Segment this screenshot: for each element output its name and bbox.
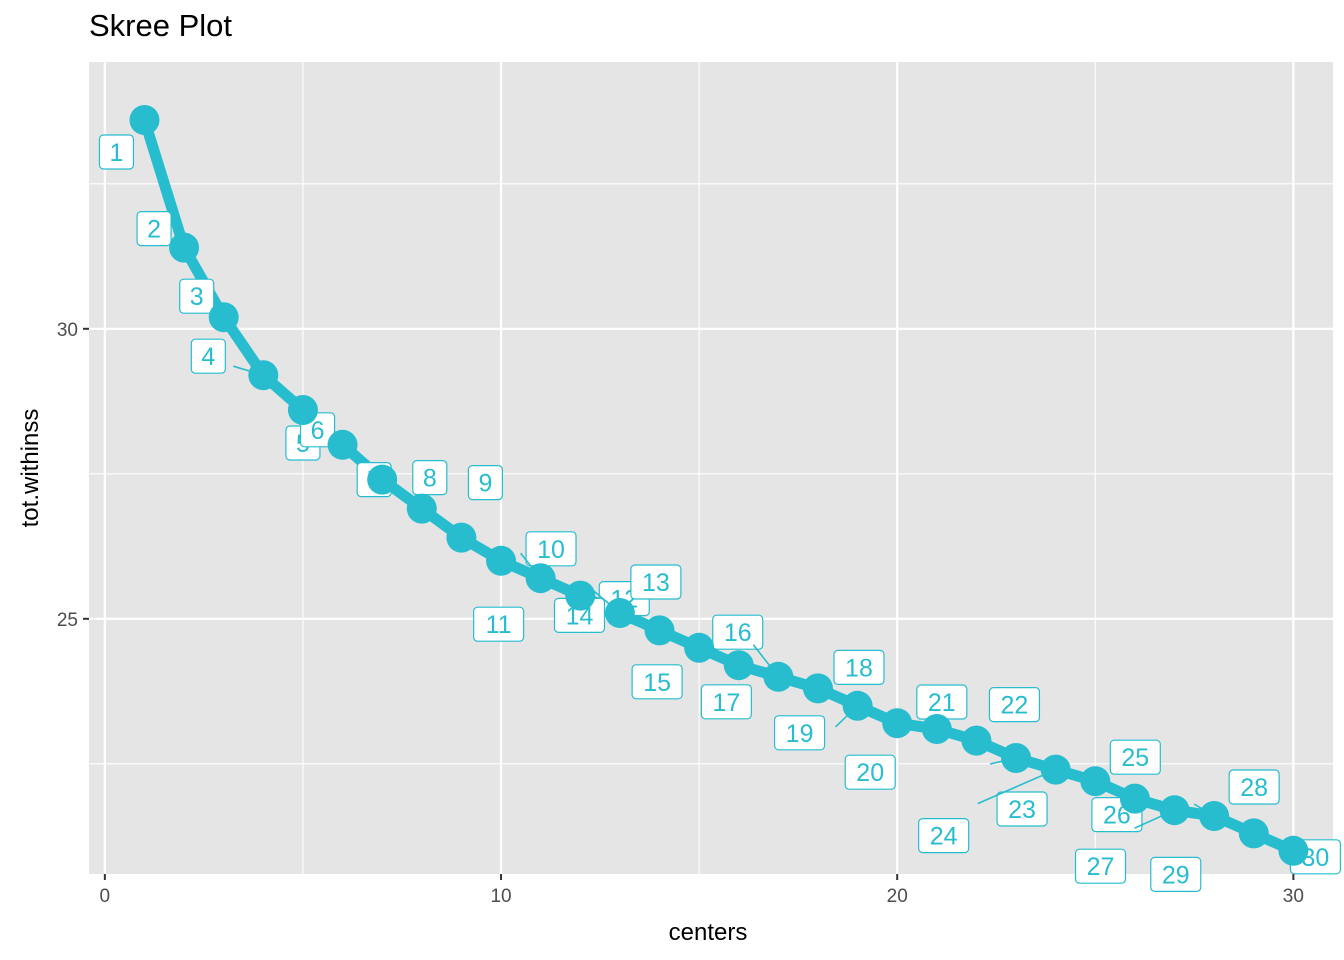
data-point — [208, 302, 239, 333]
point-label-box — [98, 134, 135, 170]
point-label: 27 — [1087, 853, 1115, 881]
point-label: 11 — [486, 611, 512, 639]
point-label: 20 — [856, 759, 884, 787]
point-label: 16 — [724, 619, 752, 647]
data-point — [684, 632, 715, 663]
point-label-box — [136, 211, 172, 247]
data-point — [169, 232, 200, 263]
point-label-box — [1228, 769, 1280, 805]
plot-panel — [89, 62, 1333, 874]
data-point — [565, 580, 596, 611]
data-point — [842, 690, 873, 721]
data-point — [961, 725, 992, 756]
point-label: 29 — [1162, 861, 1190, 889]
point-label-box — [918, 817, 970, 854]
point-label-box — [525, 531, 577, 567]
point-label-box — [773, 715, 826, 751]
data-point — [1159, 795, 1190, 826]
point-label: 19 — [786, 720, 814, 748]
point-label: 25 — [1121, 744, 1149, 772]
point-label: 2 — [147, 216, 161, 244]
point-label-box — [179, 278, 215, 314]
point-label-box — [996, 791, 1048, 827]
y-tick-label: 30 — [57, 320, 78, 341]
point-label-box — [1150, 856, 1202, 893]
point-label-box — [473, 606, 525, 642]
point-label: 3 — [190, 283, 204, 311]
point-label-box — [412, 460, 448, 496]
point-label: 28 — [1240, 774, 1268, 802]
data-point — [882, 708, 913, 739]
point-label: 21 — [928, 689, 956, 717]
point-label: 24 — [930, 823, 958, 851]
data-point — [723, 650, 754, 681]
point-label-box — [988, 686, 1041, 723]
data-point — [644, 615, 675, 646]
data-point — [1278, 835, 1309, 866]
data-point — [327, 429, 358, 460]
data-point — [763, 661, 794, 692]
point-label-box — [712, 614, 764, 650]
point-label-box — [844, 754, 896, 790]
x-axis-label: centers — [669, 919, 748, 946]
data-point — [1040, 754, 1071, 785]
point-label: 18 — [845, 654, 873, 682]
x-tick-label: 20 — [887, 886, 908, 907]
point-label: 22 — [1001, 692, 1029, 720]
point-label: 4 — [201, 343, 215, 371]
x-tick-label: 30 — [1283, 886, 1304, 907]
data-point — [1119, 783, 1150, 814]
point-label: 6 — [311, 417, 325, 445]
point-label: 17 — [712, 689, 740, 717]
x-tick-label: 0 — [100, 886, 111, 907]
point-label-box — [631, 664, 683, 700]
data-point — [525, 563, 556, 594]
data-point — [921, 714, 952, 744]
point-label: 1 — [110, 139, 124, 167]
point-label: 23 — [1008, 796, 1036, 824]
point-label-box — [630, 564, 682, 600]
point-label-box — [1074, 848, 1127, 884]
point-label: 15 — [643, 669, 671, 697]
x-tick-label: 10 — [490, 886, 511, 907]
y-axis-label: tot.withinss — [17, 409, 44, 528]
data-point — [1001, 743, 1032, 773]
data-point — [1080, 766, 1111, 797]
chart-title: Skree Plot — [89, 8, 233, 43]
data-point — [486, 545, 517, 576]
point-label-box — [467, 465, 504, 501]
point-label-box — [833, 649, 885, 686]
data-point — [367, 464, 398, 495]
data-point — [248, 360, 279, 391]
point-label-box — [190, 338, 226, 374]
y-tick-label: 25 — [57, 610, 78, 631]
point-label: 13 — [642, 569, 670, 597]
data-point — [287, 395, 318, 425]
point-label: 9 — [478, 470, 492, 498]
data-point — [129, 105, 160, 135]
point-label: 8 — [423, 465, 437, 493]
point-label-box — [700, 684, 752, 720]
data-point — [406, 493, 437, 524]
data-point — [1238, 818, 1269, 849]
data-point — [802, 673, 833, 704]
point-label-box — [1109, 739, 1161, 775]
data-point — [604, 598, 635, 628]
data-point — [1199, 801, 1230, 831]
point-label: 10 — [537, 536, 565, 564]
data-point — [446, 522, 477, 553]
